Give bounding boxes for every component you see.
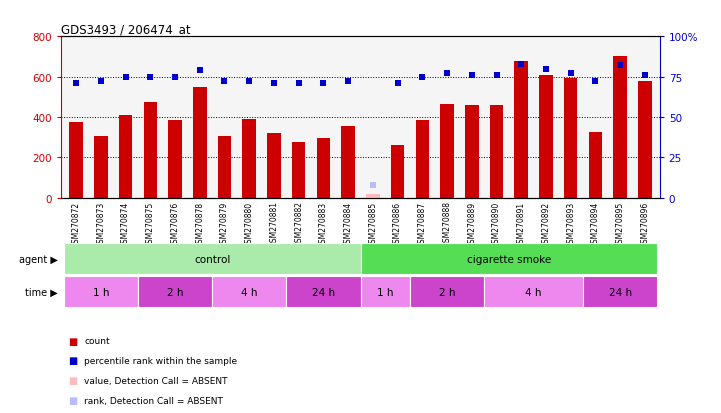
Bar [212,277,286,308]
Text: ■: ■ [68,375,78,385]
Text: GDS3493 / 206474_at: GDS3493 / 206474_at [61,23,191,36]
Bar [286,277,360,308]
Bar [218,136,231,198]
Text: 24 h: 24 h [312,287,335,297]
Bar [242,120,256,198]
Text: 1 h: 1 h [92,287,109,297]
Bar [539,76,553,198]
Bar [63,244,360,275]
Text: 2 h: 2 h [439,287,455,297]
Text: 24 h: 24 h [609,287,632,297]
Text: agent ▶: agent ▶ [19,254,58,264]
Bar [614,57,627,198]
Bar [63,277,138,308]
Bar [588,133,602,198]
Text: cigarette smoke: cigarette smoke [466,254,551,264]
Text: rank, Detection Call = ABSENT: rank, Detection Call = ABSENT [84,396,224,405]
Bar [391,145,404,198]
Bar [564,78,578,198]
Bar [484,277,583,308]
Bar [317,138,330,198]
Text: ■: ■ [68,336,78,346]
Bar [415,121,429,198]
Bar [143,103,157,198]
Bar [366,194,380,198]
Text: ■: ■ [68,356,78,366]
Text: count: count [84,336,110,345]
Text: 2 h: 2 h [167,287,183,297]
Text: 1 h: 1 h [377,287,394,297]
Text: value, Detection Call = ABSENT: value, Detection Call = ABSENT [84,376,228,385]
Text: 4 h: 4 h [526,287,542,297]
Bar [94,136,107,198]
Text: 4 h: 4 h [241,287,257,297]
Text: percentile rank within the sample: percentile rank within the sample [84,356,237,365]
Bar [490,106,503,198]
Bar [410,277,484,308]
Bar [267,133,280,198]
Bar [465,106,479,198]
Bar [119,116,133,198]
Text: time ▶: time ▶ [25,287,58,297]
Bar [69,123,83,198]
Text: ■: ■ [68,395,78,405]
Bar [341,127,355,198]
Bar [583,277,658,308]
Bar [360,277,410,308]
Bar [441,105,454,198]
Text: control: control [194,254,230,264]
Bar [360,244,658,275]
Bar [638,82,652,198]
Bar [168,121,182,198]
Bar [193,88,206,198]
Bar [292,143,306,198]
Bar [515,62,528,198]
Bar [138,277,212,308]
